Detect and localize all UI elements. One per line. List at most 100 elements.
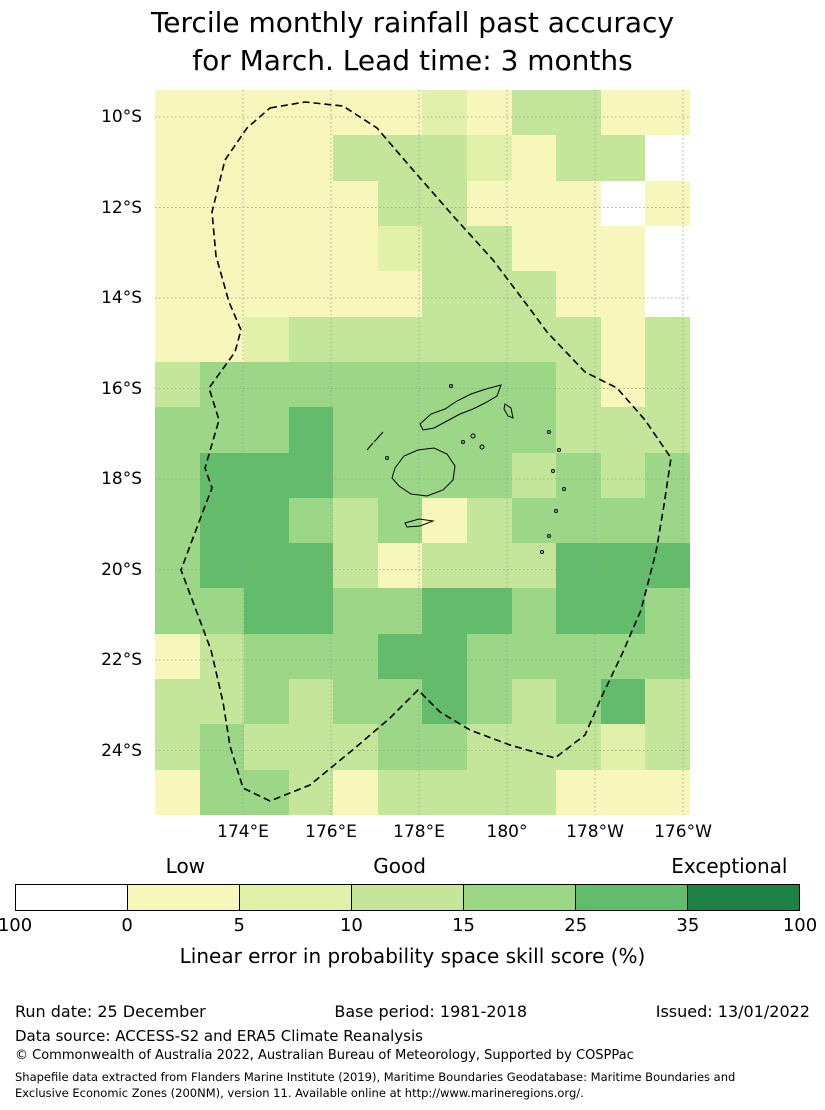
y-tick-label: 24°S [101,740,142,761]
heatmap-cell [556,316,601,362]
heatmap-cell [244,452,289,498]
heatmap-cell [422,724,468,770]
heatmap-cell [377,90,423,136]
x-tick-label: 176°E [305,822,357,842]
heatmap-cell [600,135,646,181]
x-tick-label: 174°E [217,822,269,842]
heatmap-cell [556,361,601,408]
heatmap-cell [511,679,557,725]
heatmap-cell [467,543,512,589]
y-tick-label: 22°S [101,650,142,670]
heatmap-cell [377,588,423,634]
heatmap-cell [244,225,289,272]
footer-issued: Issued: 13/01/2022 [655,1002,810,1021]
heatmap-cell [377,361,423,408]
heatmap-cell [244,633,289,680]
footer-shapefile-line1: Shapefile data extracted from Flanders M… [15,1070,736,1084]
colorbar-tick-label: 15 [452,915,476,936]
heatmap-cell [288,543,334,589]
heatmap-cell [333,225,378,272]
heatmap-cell [377,407,423,453]
heatmap-cell [155,724,200,770]
heatmap-cell [288,361,334,408]
heatmap-cell [467,225,512,272]
heatmap-cell [333,135,378,181]
heatmap-cell [645,90,690,136]
heatmap-cell [288,679,334,725]
x-tick-label: 178°W [566,822,624,842]
heatmap-cell [645,724,690,770]
heatmap-cell [600,497,646,544]
heatmap-cell [645,769,690,815]
x-tick-label: 178°E [393,822,445,842]
heatmap-cell [199,90,245,136]
heatmap-cell [511,588,557,634]
heatmap-cell [422,271,468,317]
heatmap-cell [600,271,646,317]
colorbar-segment [16,885,127,910]
heatmap-cell [511,543,557,589]
heatmap-cell [333,452,378,498]
heatmap-cell [422,180,468,226]
heatmap-cell [244,361,289,408]
colorbar-tick-label: 10 [339,915,363,936]
heatmap-cell [467,90,512,136]
y-tick-label: 10°S [101,107,142,127]
heatmap-cell [377,180,423,226]
graticule [155,90,690,815]
heatmap-cell [467,679,512,725]
heatmap-cell [377,633,423,680]
heatmap-cell [333,679,378,725]
heatmap-cell [377,225,423,272]
heatmap-cell [467,135,512,181]
colorbar-segment [351,885,463,910]
colorbar [15,884,800,911]
heatmap-cell [511,361,557,408]
heatmap-cell [600,407,646,453]
heatmap-cell [600,316,646,362]
colorbar-tick-label: 100 [0,915,33,936]
footer-copyright: © Commonwealth of Australia 2022, Austra… [15,1048,634,1063]
footer-run-date: Run date: 25 December [15,1002,206,1021]
heatmap-cell [155,316,200,362]
heatmap-cell [155,135,200,181]
heatmap-cell [155,497,200,544]
colorbar-category-label: Low [165,854,206,878]
heatmap-cell [377,679,423,725]
heatmap-cell [645,497,690,544]
heatmap-cell [288,633,334,680]
footer-data-source: Data source: ACCESS-S2 and ERA5 Climate … [15,1027,423,1045]
heatmap-cell [600,225,646,272]
heatmap-cell [333,407,378,453]
heatmap-cell [600,679,646,725]
heatmap-cell [645,543,690,589]
heatmap-cell [511,407,557,453]
heatmap-cell [377,271,423,317]
heatmap-cell [600,588,646,634]
heatmap-cell [333,633,378,680]
footer-row: Run date: 25 December Base period: 1981-… [15,1002,810,1021]
heatmap-cell [244,90,289,136]
heatmap-cell [155,407,200,453]
heatmap-cell [288,225,334,272]
heatmap-cell [199,135,245,181]
heatmap-cell [422,225,468,272]
colorbar-segment [575,885,687,910]
heatmap-cell [288,588,334,634]
heatmap-cell [155,633,200,680]
footer-base-period: Base period: 1981-2018 [334,1002,528,1021]
heatmap-cell [288,271,334,317]
heatmap-cell [333,271,378,317]
heatmap-cell [333,497,378,544]
heatmap-cell [155,452,200,498]
heatmap-cell [155,543,200,589]
heatmap-cell [199,724,245,770]
colorbar-segment [239,885,351,910]
heatmap-cell [422,135,468,181]
heatmap-cell [556,180,601,226]
heatmap-cell [244,180,289,226]
map [155,90,690,815]
heatmap-cell [377,769,423,815]
heatmap-cell [600,180,646,226]
heatmap-cell [422,543,468,589]
